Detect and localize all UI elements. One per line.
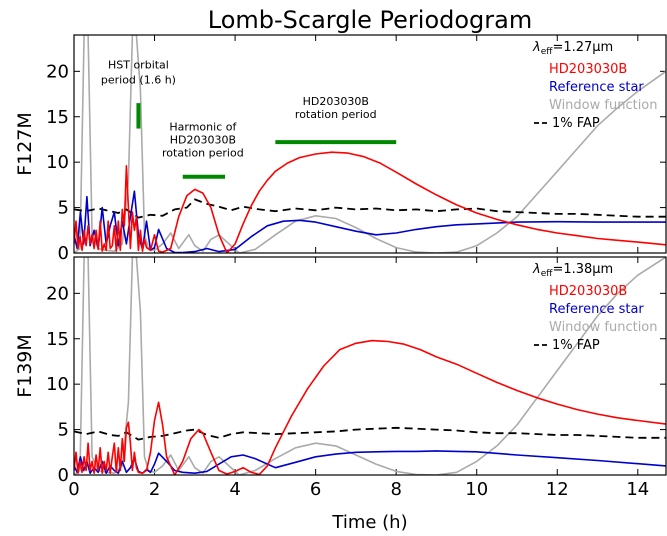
panel-ylabel: F139M (14, 334, 36, 398)
legend-entry: Window function (549, 320, 658, 335)
legend-entry: Window function (549, 98, 658, 113)
series-line-target (74, 151, 666, 253)
y-tick-label: 0 (58, 243, 69, 264)
legend-entry: HD203030B (549, 284, 627, 299)
y-tick-label: 10 (46, 374, 69, 395)
legend-entry: HD203030B (549, 62, 627, 77)
x-tick-label: 8 (390, 479, 401, 500)
series-line-target (74, 339, 666, 475)
plot-frame (73, 34, 667, 254)
y-tick-label: 5 (58, 420, 69, 441)
x-tick-label: 12 (546, 479, 569, 500)
chart-title: Lomb-Scargle Periodogram (208, 6, 533, 34)
y-tick-label: 10 (46, 152, 69, 173)
annotation-3: HD203030B rotation period (295, 95, 377, 121)
y-tick-label: 20 (46, 61, 69, 82)
x-tick-label: 2 (149, 479, 160, 500)
x-tick-label: 0 (68, 479, 79, 500)
y-tick-label: 15 (46, 107, 69, 128)
legend-entry: Reference star (549, 80, 644, 95)
y-tick-label: 15 (46, 329, 69, 350)
x-tick-label: 4 (229, 479, 240, 500)
legend-entry: 1% FAP (552, 338, 600, 353)
annotation-1: HST orbital period (1.6 h) (101, 59, 176, 87)
x-axis-label: Time (h) (331, 512, 407, 533)
legend: λeff=1.27μm HD203030B Reference star Window… (532, 40, 658, 131)
y-tick-label: 20 (46, 283, 69, 304)
series-line-fap (74, 198, 666, 219)
legend-entry: Reference star (549, 302, 644, 317)
legend-entry: 1% FAP (552, 116, 600, 131)
legend-lambda-label: λeff=1.27μm (532, 40, 613, 57)
series-group (74, 35, 666, 253)
panel-ylabel: F127M (14, 112, 36, 176)
x-tick-label: 6 (310, 479, 321, 500)
panel-1: 0 5 10 15 20 HST orbital period (1.6 h) Harmoni… (14, 34, 667, 264)
annotation-2: Harmonic of HD203030B rotation period (162, 120, 244, 159)
series-group (74, 257, 666, 475)
legend: λeff=1.38μm HD203030B Reference star Window… (532, 262, 658, 353)
plot-frame (73, 256, 667, 476)
x-tick-label: 10 (465, 479, 488, 500)
series-line-fap (74, 426, 666, 441)
y-tick-label: 5 (58, 198, 69, 219)
panel-2: 0 5 10 15 20 0 2 4 6 8 10 12 14 λeff=1.38μm HD203030B R… (14, 256, 667, 500)
y-tick-label: 0 (58, 465, 69, 486)
legend-lambda-label: λeff=1.38μm (532, 262, 613, 279)
x-tick-label: 14 (626, 479, 649, 500)
